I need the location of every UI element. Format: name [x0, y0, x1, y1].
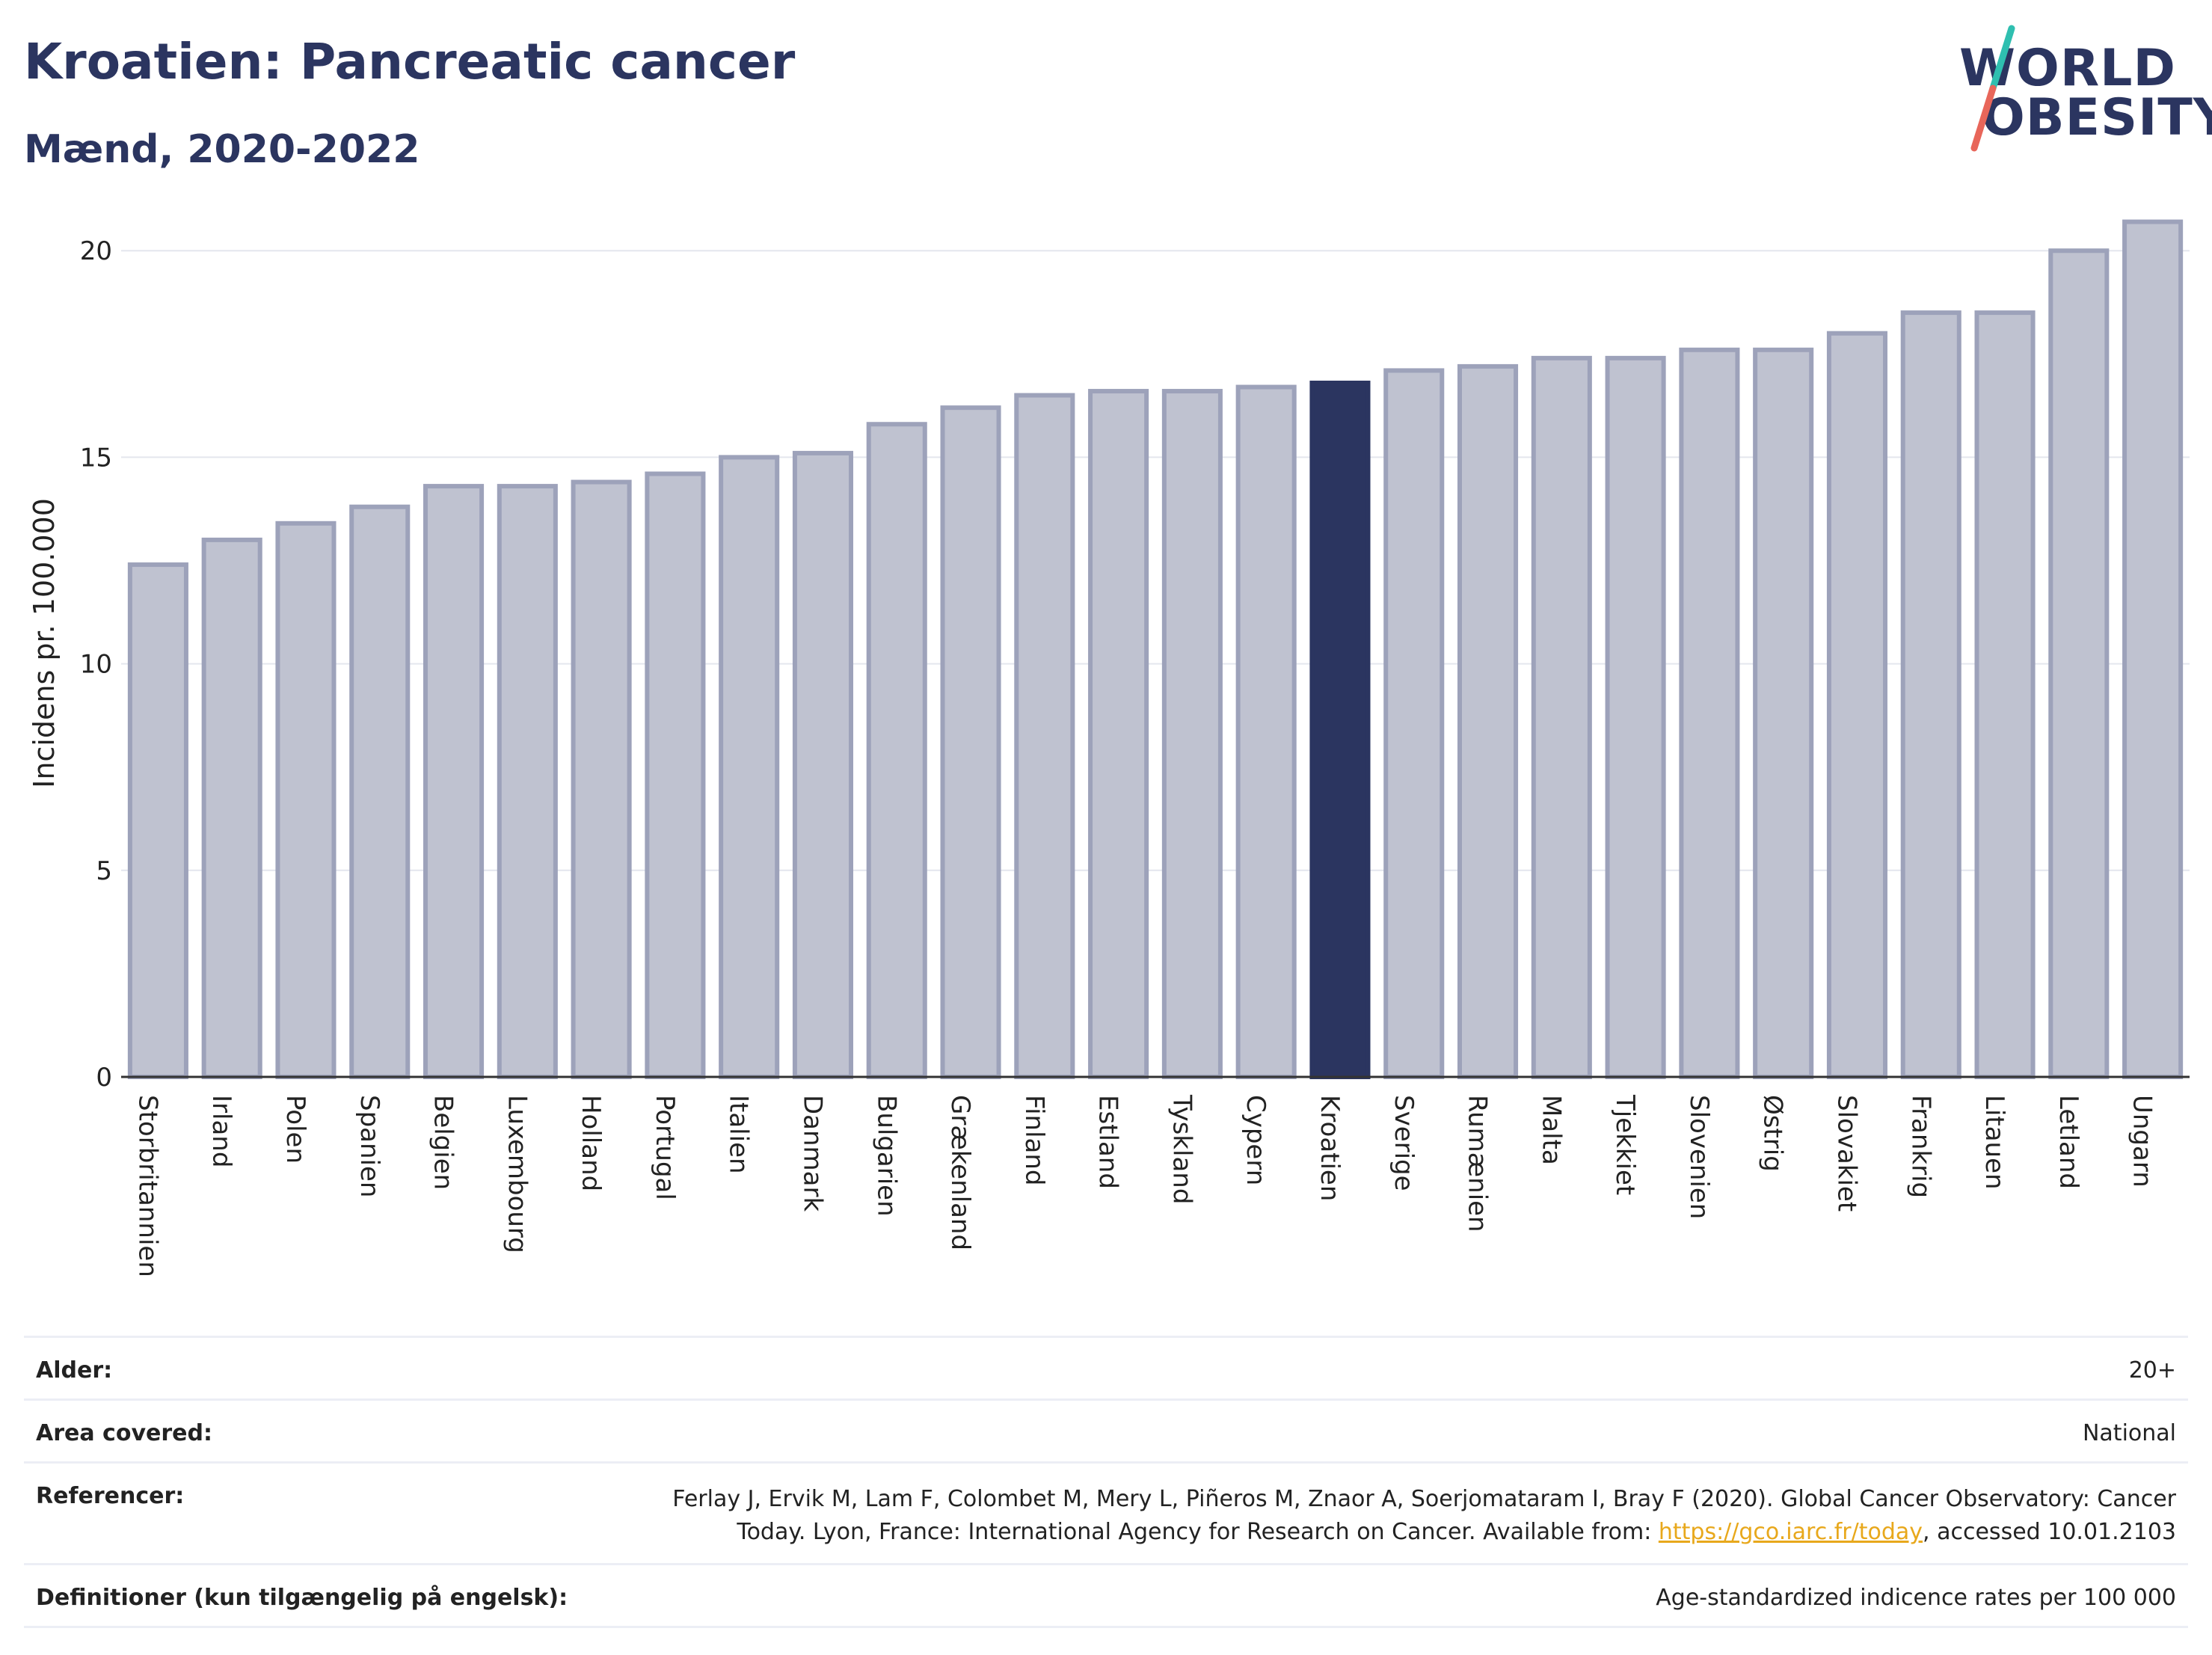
x-tick-label: Malta	[1536, 1095, 1566, 1165]
logo-slash-icon	[1970, 25, 2015, 152]
y-axis-ticks: 0 5 10 15 20	[80, 236, 112, 1093]
y-tick-label: 5	[96, 856, 112, 886]
x-tick-label: Finland	[1019, 1095, 1049, 1186]
x-tick-label: Tyskland	[1167, 1094, 1196, 1204]
x-tick-label: Tjekkiet	[1610, 1094, 1640, 1195]
x-tick-label: Holland	[576, 1095, 606, 1191]
bar-chart: 0 5 10 15 20 Storbritannien Irland Polen Spanie…	[28, 219, 2190, 1277]
bar-highlighted	[1309, 381, 1371, 1079]
x-tick-label: Østrig	[1758, 1095, 1788, 1172]
bar	[1679, 347, 1740, 1080]
x-tick-label: Sverige	[1389, 1095, 1419, 1191]
x-tick-label: Portugal	[650, 1095, 680, 1200]
age-label: Alder:	[36, 1357, 113, 1384]
reference-line2-prefix: Today. Lyon, France: International Agenc…	[737, 1518, 1659, 1545]
age-value: 20+	[2128, 1357, 2176, 1384]
area-label: Area covered:	[36, 1420, 212, 1446]
definitions-label: Definitioner (kun tilgængelig på engelsk…	[36, 1585, 568, 1611]
bar	[349, 504, 411, 1079]
bar	[792, 450, 854, 1079]
bar	[423, 484, 485, 1080]
reference-line2-suffix: , accessed 10.01.2103	[1923, 1518, 2176, 1545]
bar	[1605, 355, 1666, 1080]
x-tick-label: Kroatien	[1315, 1095, 1345, 1201]
bar	[1235, 384, 1297, 1079]
bar	[940, 405, 1001, 1079]
references-label: Referencer:	[36, 1483, 185, 1509]
x-tick-label: Luxembourg	[502, 1095, 532, 1253]
y-tick-label: 10	[80, 650, 112, 680]
bar	[275, 521, 337, 1079]
bar	[1088, 389, 1149, 1079]
page-title: Kroatien: Pancreatic cancer	[24, 33, 796, 90]
y-tick-label: 0	[96, 1063, 112, 1093]
meta-row-definitions: Definitioner (kun tilgængelig på engelsk…	[24, 1563, 2188, 1628]
bar	[1826, 331, 1888, 1079]
bar	[127, 562, 188, 1079]
x-tick-label: Polen	[280, 1095, 310, 1164]
meta-row-references: Referencer: Ferlay J, Ervik M, Lam F, Co…	[24, 1461, 2188, 1563]
bar	[645, 471, 706, 1079]
meta-row-age: Alder: 20+	[24, 1336, 2188, 1398]
x-tick-label: Spanien	[354, 1095, 384, 1197]
meta-row-area: Area covered: National	[24, 1398, 2188, 1461]
bar	[1457, 363, 1519, 1079]
x-tick-label: Belgien	[428, 1095, 458, 1190]
bar	[571, 479, 632, 1080]
bar	[201, 537, 262, 1079]
bar	[2122, 219, 2184, 1080]
x-tick-label: Frankrig	[1905, 1095, 1935, 1198]
x-tick-label: Cypern	[1241, 1095, 1271, 1185]
bar	[1161, 389, 1223, 1079]
world-obesity-logo: WORLD OBESITY	[1952, 21, 2212, 163]
y-axis-title: Incidens pr. 100.000	[28, 498, 61, 788]
bar	[1753, 347, 1814, 1080]
bar	[1900, 310, 1961, 1080]
x-tick-label: Slovenien	[1684, 1095, 1714, 1219]
bar	[1014, 393, 1075, 1080]
x-tick-label: Storbritannien	[132, 1095, 162, 1277]
definitions-value: Age-standardized indicence rates per 100…	[1656, 1585, 2176, 1611]
x-tick-label: Rumænien	[1463, 1095, 1493, 1232]
x-axis-labels: Storbritannien Irland Polen Spanien Belgien L…	[132, 1094, 2157, 1277]
x-tick-label: Italien	[724, 1095, 754, 1174]
logo-line2: OBESITY	[1982, 88, 2212, 147]
x-tick-label: Danmark	[797, 1095, 827, 1212]
y-tick-label: 20	[80, 236, 112, 266]
bars	[127, 219, 2184, 1080]
bar	[1531, 355, 1592, 1080]
y-tick-label: 15	[80, 443, 112, 473]
page-subtitle: Mænd, 2020-2022	[24, 127, 420, 172]
metadata-table: Alder: 20+ Area covered: National Refere…	[24, 1336, 2188, 1628]
x-tick-label: Slovakiet	[1831, 1095, 1861, 1212]
area-value: National	[2082, 1420, 2176, 1446]
reference-link[interactable]: https://gco.iarc.fr/today	[1658, 1518, 1923, 1545]
bar	[866, 422, 927, 1079]
bar	[497, 484, 558, 1080]
bar	[1383, 368, 1445, 1079]
references-value: Ferlay J, Ervik M, Lam F, Colombet M, Me…	[672, 1483, 2176, 1548]
x-tick-label: Irland	[206, 1095, 236, 1167]
x-tick-label: Bulgarien	[871, 1095, 901, 1217]
bar	[1974, 310, 2036, 1080]
x-tick-label: Letland	[2053, 1095, 2083, 1189]
x-tick-label: Estland	[1093, 1095, 1123, 1189]
x-tick-label: Litauen	[1979, 1095, 2009, 1190]
reference-line1: Ferlay J, Ervik M, Lam F, Colombet M, Me…	[672, 1486, 2176, 1512]
bar	[2048, 248, 2110, 1080]
x-tick-label: Grækenland	[945, 1095, 975, 1250]
bar	[719, 455, 780, 1079]
x-tick-label: Ungarn	[2127, 1095, 2157, 1188]
